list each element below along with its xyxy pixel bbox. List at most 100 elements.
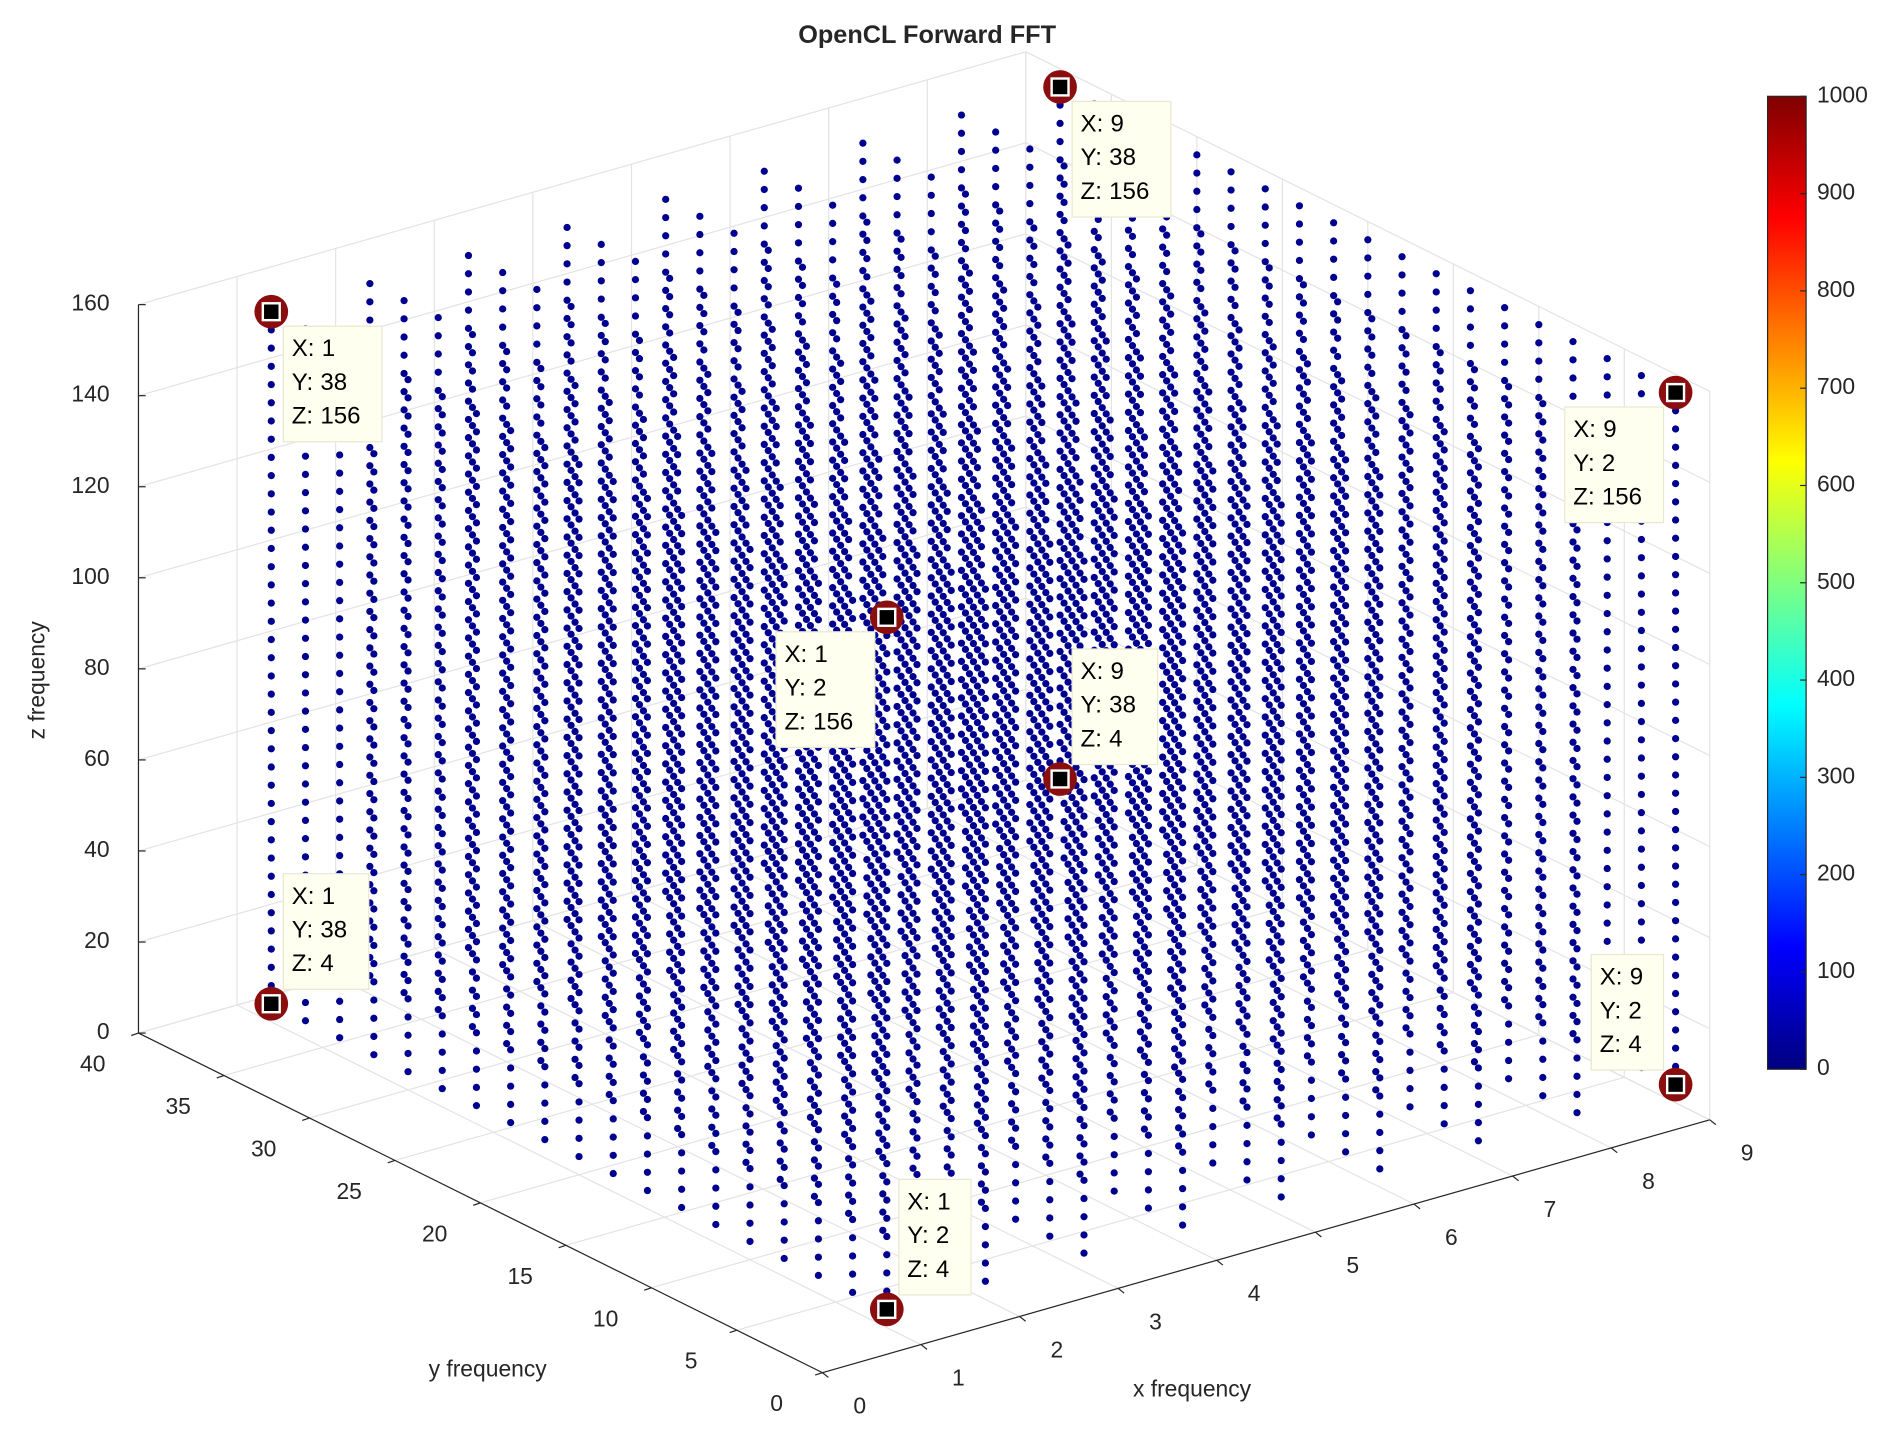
point [734, 818, 742, 826]
point [1132, 566, 1141, 574]
point [533, 413, 541, 421]
point [768, 890, 776, 898]
point [1466, 578, 1475, 586]
point [1235, 726, 1243, 735]
point [1265, 774, 1273, 782]
point [1064, 368, 1072, 377]
point [1076, 1043, 1084, 1051]
point [499, 705, 507, 714]
point [1368, 952, 1376, 960]
point [760, 750, 768, 758]
point [734, 855, 742, 863]
point [696, 358, 704, 366]
point [1535, 867, 1543, 875]
point [1000, 978, 1008, 986]
point [1436, 804, 1444, 812]
point [1193, 806, 1201, 815]
point [867, 989, 875, 997]
point [957, 384, 966, 392]
point [1030, 515, 1038, 524]
point [1136, 591, 1145, 599]
point [760, 859, 768, 867]
point [1470, 566, 1479, 574]
point [1056, 374, 1064, 382]
point [859, 521, 867, 530]
point [1000, 723, 1008, 731]
point [1235, 471, 1243, 480]
point [730, 466, 738, 474]
point [939, 756, 947, 764]
point [798, 955, 807, 963]
point [837, 778, 845, 786]
point [1671, 862, 1680, 870]
point [635, 992, 644, 1000]
point [1174, 814, 1183, 822]
point [772, 477, 780, 485]
point [764, 884, 772, 892]
point [992, 438, 1000, 446]
point [1277, 1011, 1285, 1019]
point [1504, 710, 1513, 719]
point [696, 649, 704, 658]
point [1235, 672, 1243, 680]
point [533, 395, 541, 403]
point [794, 348, 803, 356]
point [1132, 384, 1141, 392]
point [939, 829, 947, 837]
point [1671, 589, 1680, 597]
point [1124, 772, 1133, 781]
point [829, 838, 837, 847]
point [601, 593, 609, 601]
point [601, 356, 609, 364]
point [1334, 334, 1342, 342]
point [1124, 517, 1133, 526]
point [1140, 997, 1149, 1006]
point [1338, 377, 1346, 385]
point [1402, 969, 1410, 977]
point [1174, 723, 1183, 731]
point [1056, 465, 1064, 474]
point [666, 675, 674, 683]
point [1299, 663, 1308, 671]
point [1265, 464, 1273, 472]
point [764, 483, 772, 491]
point [1193, 624, 1201, 632]
point [760, 677, 768, 685]
point [1539, 709, 1547, 717]
point [905, 502, 913, 511]
point [662, 377, 670, 386]
point [1504, 747, 1513, 755]
point [704, 534, 712, 542]
point [1231, 374, 1239, 382]
point [1110, 1187, 1118, 1195]
point [1307, 949, 1316, 957]
point [1209, 758, 1217, 766]
point [1197, 722, 1205, 730]
point [1072, 526, 1080, 535]
point [893, 739, 901, 747]
point [1171, 389, 1179, 397]
point [893, 502, 901, 510]
point [833, 863, 841, 871]
point [1341, 711, 1350, 719]
point [1102, 883, 1110, 891]
point [939, 1066, 947, 1074]
point [969, 1022, 978, 1030]
point [897, 545, 905, 553]
point [1243, 648, 1251, 656]
point [965, 506, 974, 514]
point [996, 571, 1004, 579]
point [802, 415, 811, 423]
point [859, 248, 867, 257]
point [1201, 983, 1209, 991]
point [666, 493, 674, 501]
point [1167, 856, 1175, 865]
point [1163, 504, 1171, 512]
point [601, 684, 609, 692]
point [1440, 1010, 1448, 1019]
point [1136, 973, 1145, 981]
point [905, 721, 913, 729]
point [1201, 564, 1209, 572]
point [1501, 449, 1509, 457]
point [1144, 603, 1153, 611]
